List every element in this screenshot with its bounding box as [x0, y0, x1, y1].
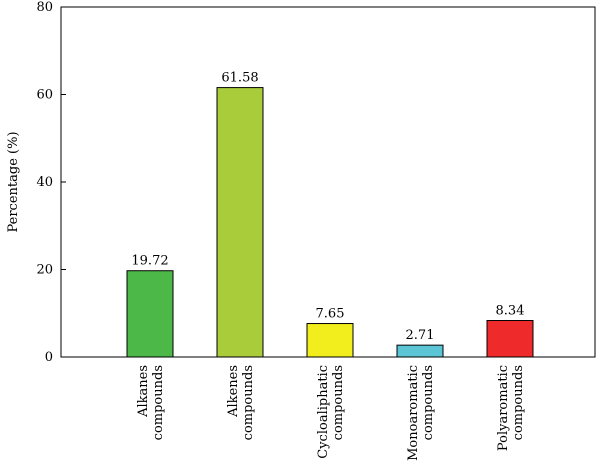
- y-tick-label: 60: [36, 88, 53, 103]
- data-labels-group: 19.72 61.58 7.65 2.71 8.34: [131, 71, 524, 344]
- category-label-line: Alkenes: [226, 365, 241, 418]
- category-label-line: compounds: [421, 365, 436, 440]
- category-label: Cycloaliphatic compounds: [316, 365, 346, 459]
- category-label-line: compounds: [511, 365, 526, 440]
- category-labels-group: Alkanes compounds Alkenes compounds Cycloali…: [136, 365, 526, 461]
- bar-value-label: 8.34: [496, 304, 525, 319]
- bar: [126, 270, 174, 358]
- category-label: Alkanes compounds: [136, 365, 166, 440]
- category-label-line: Polyaromatic: [496, 365, 511, 451]
- category-label: Monoaromatic compounds: [406, 365, 436, 461]
- bar: [486, 320, 534, 358]
- bar-value-label: 61.58: [221, 71, 258, 86]
- bar-value-label: 19.72: [131, 254, 168, 269]
- y-axis: 0 20 40 60 80: [36, 0, 66, 365]
- y-axis-title: Percentage (%): [6, 131, 21, 232]
- bar: [216, 87, 264, 358]
- category-label-line: Alkanes: [136, 365, 151, 418]
- y-tick-label: 20: [36, 263, 53, 278]
- bar: [396, 344, 444, 358]
- category-label-line: compounds: [151, 365, 166, 440]
- bars-group: [126, 87, 534, 358]
- y-tick-label: 80: [36, 0, 53, 15]
- y-tick-label: 40: [36, 175, 53, 190]
- category-label-line: Monoaromatic: [406, 365, 421, 461]
- category-label-line: Cycloaliphatic: [316, 365, 331, 459]
- bar-value-label: 7.65: [316, 307, 345, 322]
- category-label-line: compounds: [241, 365, 256, 440]
- category-label: Polyaromatic compounds: [496, 365, 526, 451]
- bar-value-label: 2.71: [406, 328, 435, 343]
- bar: [306, 323, 354, 358]
- category-label-line: compounds: [331, 365, 346, 440]
- category-label: Alkenes compounds: [226, 365, 256, 440]
- y-tick-label: 0: [45, 350, 53, 365]
